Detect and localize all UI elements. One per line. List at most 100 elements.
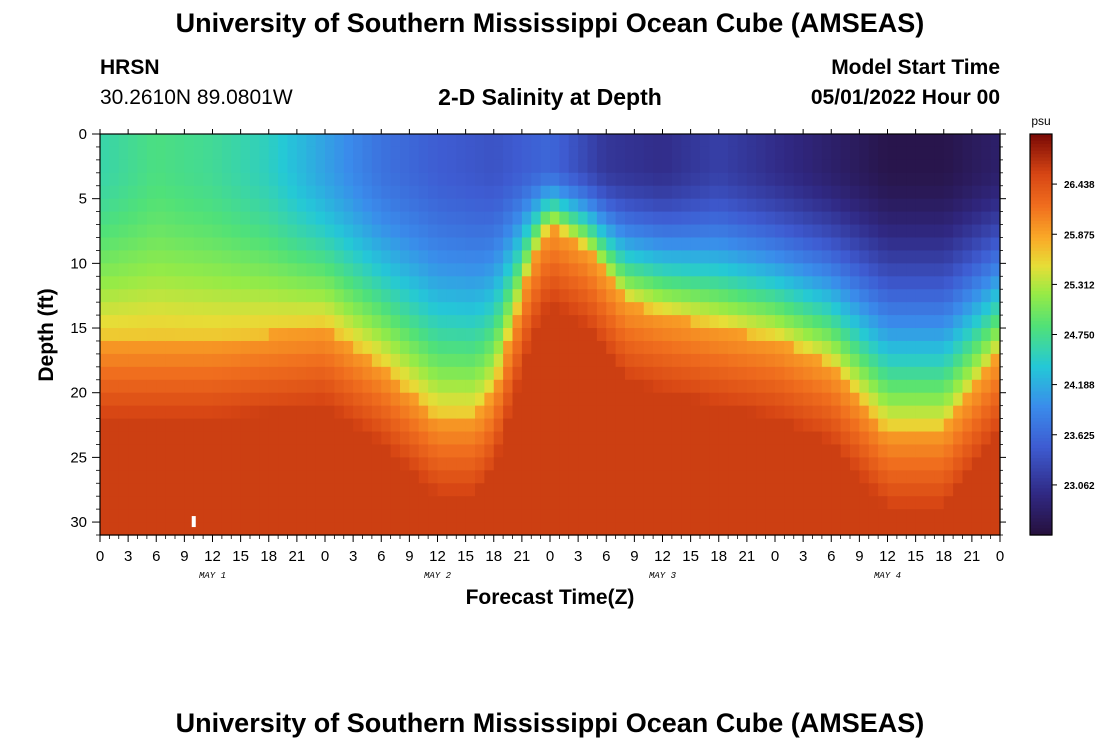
heatmap-cell <box>409 237 420 252</box>
heatmap-cell <box>156 353 167 368</box>
heatmap-cell <box>625 470 635 484</box>
heatmap-cell <box>690 276 701 290</box>
heatmap-cell <box>296 444 307 458</box>
heatmap-cell <box>437 302 448 316</box>
heatmap-cell <box>296 328 307 342</box>
heatmap-cell <box>465 496 476 510</box>
heatmap-cell <box>728 509 739 523</box>
heatmap-cell <box>634 509 645 523</box>
heatmap-cell <box>437 509 448 523</box>
heatmap-cell <box>268 509 279 523</box>
heatmap-cell <box>503 237 514 252</box>
heatmap-cell <box>671 509 682 523</box>
heatmap-cell <box>821 379 832 394</box>
heatmap-cell <box>493 328 504 342</box>
heatmap-cell <box>559 483 570 497</box>
heatmap-cell <box>296 496 307 510</box>
heatmap-cell <box>428 134 439 148</box>
heatmap-cell <box>400 172 410 187</box>
colorbar-swatch <box>1030 324 1052 329</box>
heatmap-cell <box>315 405 326 420</box>
heatmap-cell <box>343 470 354 484</box>
heatmap-cell <box>175 276 185 290</box>
heatmap-cell <box>184 353 195 368</box>
colorbar-swatch <box>1030 194 1052 199</box>
heatmap-cell <box>418 315 429 329</box>
heatmap-cell <box>596 457 607 471</box>
colorbar-swatch <box>1030 494 1052 499</box>
heatmap-cell <box>625 483 635 497</box>
heatmap-cell <box>803 134 814 148</box>
heatmap-cell <box>775 237 785 252</box>
x-tick-label: 21 <box>514 548 531 565</box>
heatmap-cell <box>409 198 420 213</box>
heatmap-cell <box>400 263 410 277</box>
heatmap-cell <box>831 353 842 368</box>
colorbar-swatch <box>1030 210 1052 215</box>
heatmap-cell <box>287 431 298 446</box>
heatmap-cell <box>671 431 682 446</box>
heatmap-cell <box>812 211 823 226</box>
heatmap-cell <box>362 146 373 161</box>
heatmap-cell <box>475 185 485 200</box>
heatmap-cell <box>643 198 654 213</box>
heatmap-cell <box>456 353 467 368</box>
heatmap-cell <box>718 353 729 368</box>
heatmap-cell <box>962 353 973 368</box>
heatmap-cell <box>465 366 476 381</box>
heatmap-cell <box>962 340 973 355</box>
heatmap-cell <box>943 418 954 433</box>
heatmap-cell <box>587 431 598 446</box>
heatmap-cell <box>221 405 232 420</box>
heatmap-cell <box>690 328 701 342</box>
heatmap-cell <box>146 366 157 381</box>
heatmap-cell <box>700 146 710 161</box>
heatmap-cell <box>934 211 945 226</box>
heatmap-cell <box>700 522 710 536</box>
heatmap-cell <box>990 289 1001 303</box>
heatmap-cell <box>550 250 560 264</box>
heatmap-cell <box>868 276 879 290</box>
heatmap-cell <box>484 457 495 471</box>
heatmap-cell <box>409 172 420 187</box>
heatmap-cell <box>512 392 523 407</box>
heatmap-cell <box>315 198 326 213</box>
heatmap-cell <box>840 353 851 368</box>
heatmap-cell <box>962 496 973 510</box>
heatmap-cell <box>793 263 804 277</box>
heatmap-cell <box>821 431 832 446</box>
heatmap-cell <box>784 509 795 523</box>
heatmap-cell <box>493 198 504 213</box>
heatmap-cell <box>625 250 635 264</box>
heatmap-cell <box>531 134 542 148</box>
heatmap-cell <box>325 405 335 420</box>
heatmap-cell <box>503 509 514 523</box>
heatmap-cell <box>212 379 223 394</box>
heatmap-cell <box>484 379 495 394</box>
heatmap-cell <box>578 263 589 277</box>
heatmap-cell <box>521 237 532 252</box>
heatmap-cell <box>737 405 748 420</box>
colorbar-swatch <box>1030 200 1052 205</box>
heatmap-cell <box>100 522 110 536</box>
heatmap-cell <box>203 146 214 161</box>
heatmap-cell <box>428 276 439 290</box>
heatmap-cell <box>662 289 673 303</box>
heatmap-cell <box>193 444 204 458</box>
heatmap-cell <box>296 224 307 239</box>
heatmap-cell <box>240 392 251 407</box>
x-axis-label: Forecast Time(Z) <box>466 586 635 609</box>
heatmap-cell <box>700 483 710 497</box>
heatmap-cell <box>756 263 767 277</box>
heatmap-cell <box>896 315 907 329</box>
heatmap-cell <box>859 379 870 394</box>
heatmap-cell <box>193 457 204 471</box>
heatmap-cell <box>456 237 467 252</box>
x-tick-label: 12 <box>429 548 446 565</box>
heatmap-cell <box>718 405 729 420</box>
heatmap-cell <box>521 444 532 458</box>
heatmap-cell <box>521 185 532 200</box>
heatmap-cell <box>240 418 251 433</box>
heatmap-cell <box>587 263 598 277</box>
heatmap-cell <box>521 276 532 290</box>
